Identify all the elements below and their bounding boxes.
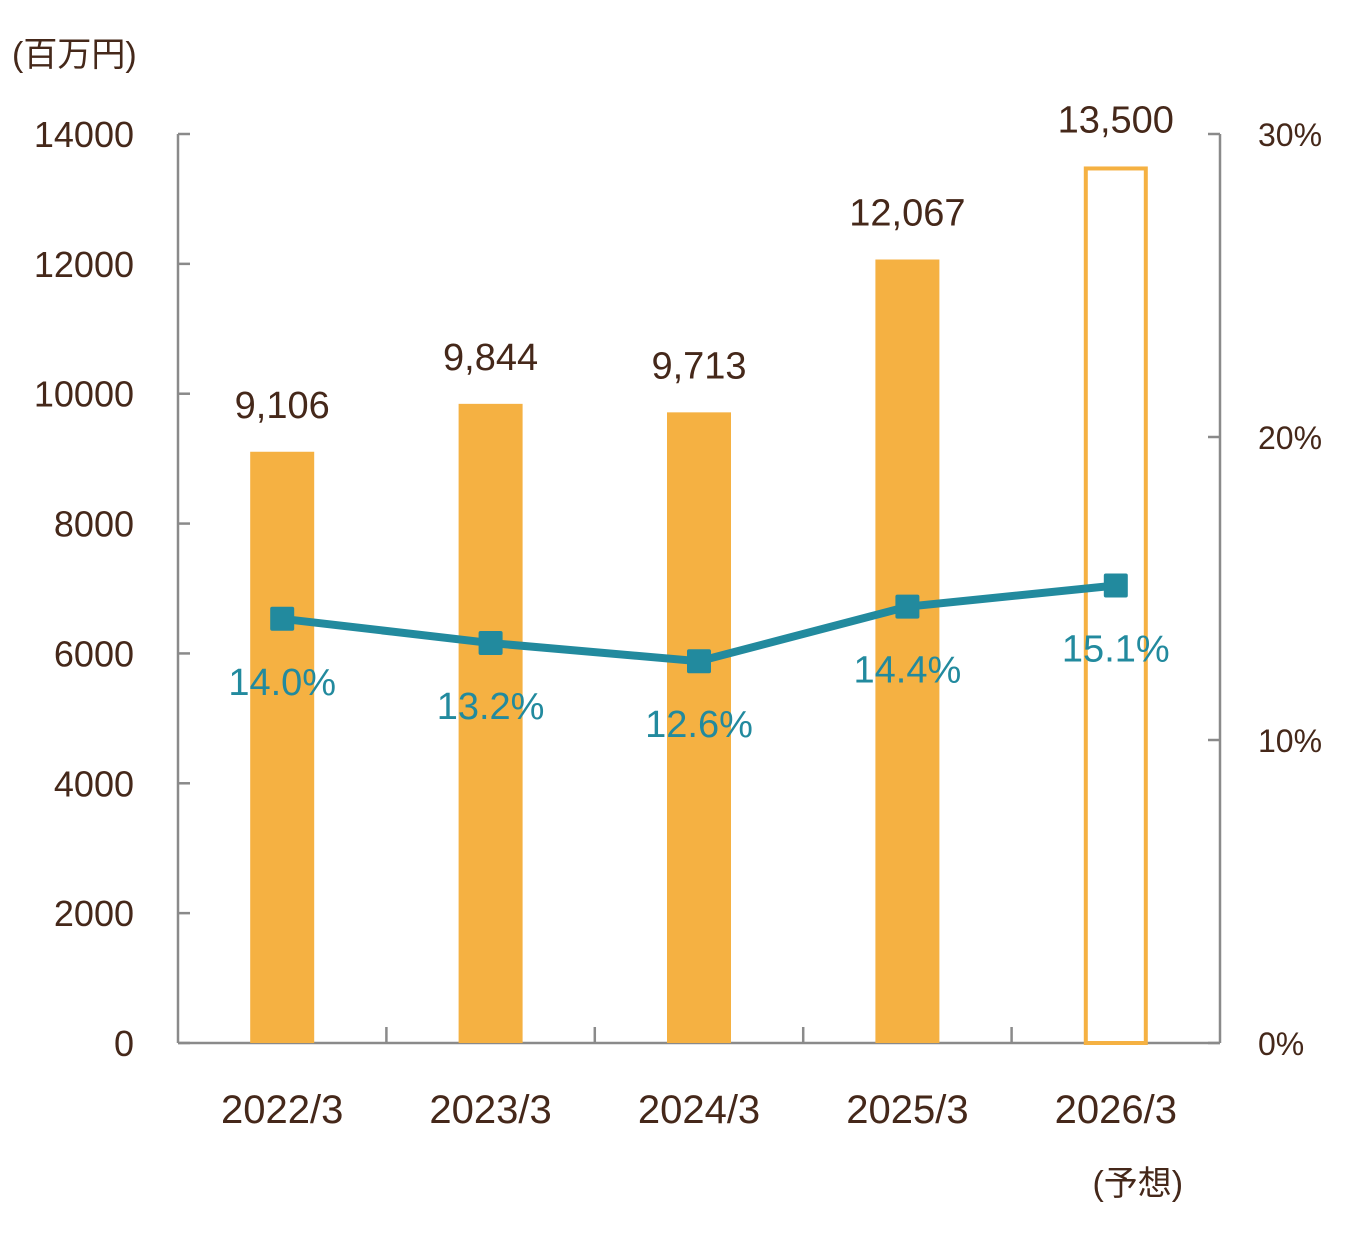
ratio-marker <box>687 649 711 674</box>
ratio-marker <box>478 631 503 656</box>
x-tick-label: 2026/3 <box>1055 1088 1177 1132</box>
ratio-value-label: 12.6% <box>645 704 753 746</box>
left-tick-label: 2000 <box>54 893 134 934</box>
unit-label: (百万円) <box>12 36 137 74</box>
bar <box>667 412 731 1044</box>
x-tick-label: 2022/3 <box>221 1088 343 1132</box>
bar-value-label: 9,713 <box>651 345 746 387</box>
left-tick-label: 6000 <box>54 633 134 674</box>
x-tick-note: (予想) <box>1092 1165 1183 1203</box>
left-tick-label: 12000 <box>34 244 134 285</box>
left-tick-label: 14000 <box>34 114 134 155</box>
left-tick-label: 10000 <box>34 374 134 415</box>
ratio-value-label: 14.4% <box>854 650 962 692</box>
bar <box>875 259 940 1043</box>
ratio-value-label: 14.0% <box>228 662 336 704</box>
x-tick-label: 2024/3 <box>638 1088 760 1132</box>
ratio-value-label: 15.1% <box>1062 628 1170 670</box>
ratio-marker <box>1103 573 1128 598</box>
x-tick-label: 2025/3 <box>846 1088 968 1132</box>
bar-value-label: 13,500 <box>1058 99 1174 141</box>
bar-value-label: 12,067 <box>849 193 965 235</box>
left-tick-label: 0 <box>114 1023 134 1064</box>
bar-forecast <box>1083 166 1148 1045</box>
left-tick-label: 4000 <box>54 763 134 804</box>
ratio-value-label: 13.2% <box>437 686 545 728</box>
left-tick-label: 8000 <box>54 504 134 545</box>
right-tick-label: 20% <box>1258 420 1322 456</box>
right-tick-label: 0% <box>1258 1026 1304 1062</box>
right-tick-label: 10% <box>1258 723 1322 759</box>
bar <box>458 403 523 1043</box>
bar-value-label: 9,106 <box>235 385 330 427</box>
bar-value-label: 9,844 <box>443 337 538 379</box>
ratio-marker <box>895 594 920 619</box>
right-tick-label: 30% <box>1258 117 1322 153</box>
x-tick-label: 2023/3 <box>429 1088 551 1132</box>
bar <box>250 451 315 1043</box>
ratio-marker <box>270 606 295 631</box>
